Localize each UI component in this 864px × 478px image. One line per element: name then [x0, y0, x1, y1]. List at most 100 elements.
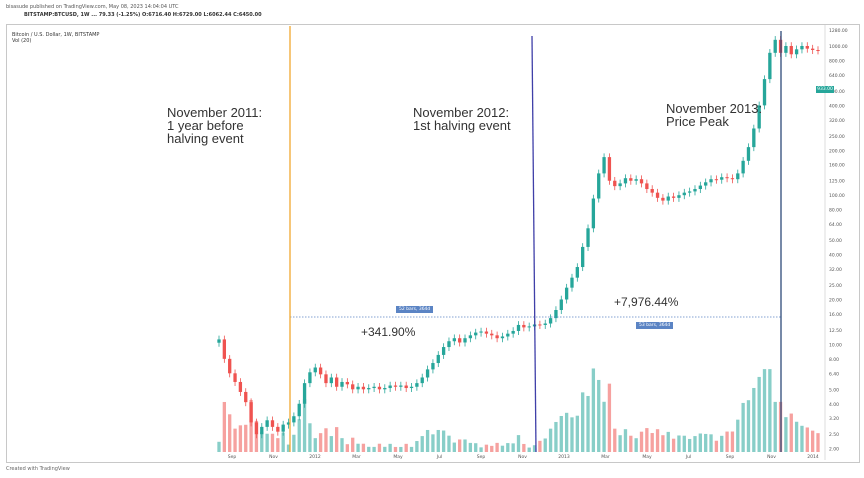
candle-body — [698, 185, 702, 190]
volume-bar — [597, 379, 601, 452]
volume-bar — [393, 446, 398, 452]
candle-body — [655, 192, 660, 198]
candle-body — [543, 323, 547, 325]
candle-body — [340, 381, 344, 387]
candle-body — [548, 318, 553, 324]
candle-body — [500, 336, 505, 339]
candle-body — [800, 45, 804, 50]
volume-bar — [741, 402, 745, 452]
x-tick-label: Jul — [685, 454, 691, 460]
candle-body — [345, 381, 350, 385]
candle-body — [752, 128, 756, 148]
y-tick-label: 12.50 — [829, 328, 842, 334]
x-tick-label: Mar — [352, 454, 361, 460]
y-tick-label: 32.00 — [829, 267, 842, 273]
candle-body — [265, 420, 269, 427]
candle-body — [682, 192, 686, 196]
candle-body — [452, 338, 456, 342]
volume-bar — [746, 400, 751, 452]
volume-bar — [468, 442, 473, 452]
volume-bar — [335, 427, 339, 452]
candle-body — [564, 287, 569, 300]
y-tick-label: 320.00 — [829, 118, 845, 124]
candle-body — [516, 324, 521, 331]
candle-body — [629, 178, 633, 181]
candle-body — [356, 386, 360, 390]
candle-body — [420, 377, 424, 384]
volume-bar — [581, 392, 585, 452]
volume-bar — [345, 444, 350, 452]
volume-bar — [297, 419, 301, 452]
volume-bar — [495, 442, 499, 452]
volume-bar — [372, 446, 376, 452]
y-tick-label: 3.20 — [829, 416, 839, 422]
volume-bar — [704, 433, 708, 452]
candle-body — [393, 385, 398, 387]
y-tick-label: 1280.00 — [829, 28, 848, 34]
candle-body — [217, 339, 221, 343]
volume-bar — [522, 443, 526, 452]
candle-body — [768, 52, 772, 80]
candle-body — [233, 373, 237, 382]
candle-body — [468, 335, 473, 339]
volume-bar — [516, 435, 521, 452]
candle-body — [709, 179, 713, 183]
volume-bar — [666, 431, 670, 452]
volume-bar — [388, 443, 392, 452]
volume-bar — [463, 439, 467, 452]
y-tick-label: 1000.00 — [829, 44, 848, 50]
volume-bar — [484, 444, 489, 452]
y-tick-label: 6.40 — [829, 371, 839, 377]
candle-body — [581, 246, 585, 268]
candle-body — [645, 183, 649, 190]
volume-bar — [329, 436, 333, 452]
volume-bar — [356, 443, 360, 452]
volume-bar — [538, 440, 542, 452]
volume-bar — [367, 446, 371, 452]
candle-body — [238, 381, 243, 392]
volume-bar — [677, 435, 681, 452]
volume-bar — [340, 438, 344, 452]
candle-body — [436, 354, 440, 364]
candle-body — [602, 157, 606, 174]
volume-bar — [431, 434, 435, 452]
candle-body — [730, 178, 735, 180]
volume-bar — [318, 433, 323, 452]
volume-bar — [661, 435, 665, 452]
candle-body — [613, 180, 617, 187]
volume-bar — [377, 443, 382, 452]
candle-body — [607, 157, 612, 181]
volume-bar — [725, 431, 729, 452]
y-tick-label: 250.00 — [829, 134, 845, 140]
volume-bar — [436, 429, 440, 452]
candle-body — [810, 48, 815, 51]
event-line-nov-2012 — [531, 35, 537, 453]
candle-body — [720, 177, 724, 180]
volume-bar — [591, 368, 596, 452]
candle-body — [484, 331, 489, 334]
candle-body — [490, 333, 494, 336]
volume-bar — [634, 438, 638, 452]
volume-bar — [564, 412, 569, 452]
x-tick-label: Nov — [518, 454, 527, 460]
candle-body — [302, 383, 307, 404]
candle-body — [335, 377, 339, 387]
volume-bar — [399, 446, 403, 452]
candle-body — [286, 422, 291, 425]
candle-body — [329, 377, 333, 384]
candle-body — [623, 178, 628, 184]
candle-body — [463, 338, 467, 343]
volume-bar — [441, 430, 446, 452]
volume-bar — [452, 442, 456, 452]
volume-bar — [629, 435, 633, 452]
measure-badge-2012: 52 bars, 364d — [396, 306, 434, 313]
candle-body — [318, 367, 323, 375]
candle-body — [794, 49, 799, 55]
x-tick-label: Jul — [436, 454, 442, 460]
y-tick-label: 125.00 — [829, 179, 845, 185]
volume-bar — [270, 433, 275, 452]
candle-body — [479, 331, 483, 333]
candle-body — [634, 179, 638, 181]
volume-bar — [409, 446, 414, 452]
